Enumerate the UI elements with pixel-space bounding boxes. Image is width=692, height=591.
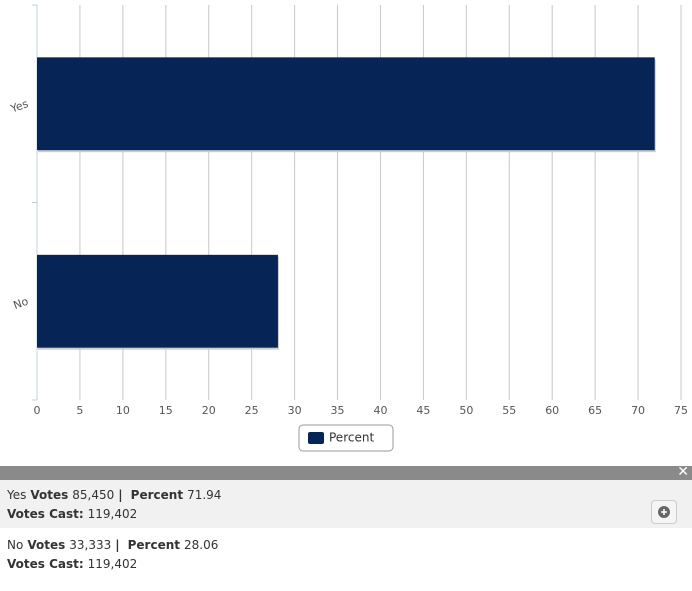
votes-cast-label: Votes Cast: (7, 557, 84, 571)
percent-label: Percent (127, 538, 181, 552)
y-tick-label: Yes (8, 97, 30, 116)
expand-button[interactable] (651, 500, 677, 524)
separator: | (118, 488, 123, 502)
separator: | (115, 538, 120, 552)
bar (37, 57, 655, 151)
x-tick-label: 25 (245, 404, 259, 417)
panel-header: ✕ (0, 464, 692, 480)
x-tick-label: 0 (34, 404, 41, 417)
x-tick-label: 75 (674, 404, 688, 417)
x-tick-label: 35 (331, 404, 345, 417)
x-tick-label: 65 (588, 404, 602, 417)
row-line: Votes Cast: 119,402 (7, 555, 685, 574)
votes-cast-label: Votes Cast: (7, 507, 84, 521)
x-tick-label: 20 (202, 404, 216, 417)
result-row: No Votes 33,333 | Percent 28.06 Votes Cast: 119… (0, 530, 692, 580)
x-tick-label: 10 (116, 404, 130, 417)
percent: 71.94 (187, 488, 222, 502)
votes-label: Votes (30, 488, 69, 502)
bar (37, 254, 278, 348)
y-tick-label: No (12, 295, 31, 312)
choice: Yes (7, 488, 27, 502)
results-rows: Yes Votes 85,450 | Percent 71.94 Votes Cast: 11… (0, 480, 692, 580)
x-tick-label: 5 (76, 404, 83, 417)
x-tick-label: 40 (373, 404, 387, 417)
plus-icon (658, 506, 670, 518)
percent: 28.06 (184, 538, 219, 552)
results-panel: ✕ Yes Votes 85,450 | Percent 71.94 Votes Cast:… (0, 464, 692, 591)
legend-swatch (308, 432, 324, 444)
x-tick-label: 15 (159, 404, 173, 417)
x-tick-label: 60 (545, 404, 559, 417)
votes-cast: 119,402 (87, 507, 138, 521)
x-tick-label: 70 (631, 404, 645, 417)
row-line: Yes Votes 85,450 | Percent 71.94 (7, 486, 685, 505)
x-tick-label: 55 (502, 404, 516, 417)
chart: 0 5 10 15 20 25 30 35 40 45 50 55 60 65 70 75 Yes No Perce… (8, 4, 688, 452)
legend-box (298, 424, 394, 452)
votes-cast: 119,402 (87, 557, 138, 571)
votes: 33,333 (69, 538, 112, 552)
row-line: Votes Cast: 119,402 (7, 505, 685, 524)
legend: Percent (298, 424, 394, 452)
x-tick-label: 45 (416, 404, 430, 417)
choice: No (7, 538, 24, 552)
percent-label: Percent (130, 488, 184, 502)
row-line: No Votes 33,333 | Percent 28.06 (7, 536, 685, 555)
result-row: Yes Votes 85,450 | Percent 71.94 Votes Cast: 11… (0, 480, 692, 530)
votes-label: Votes (27, 538, 66, 552)
votes: 85,450 (72, 488, 115, 502)
legend-label: Percent (329, 431, 374, 445)
x-tick-label: 30 (288, 404, 302, 417)
close-button[interactable]: ✕ (677, 464, 689, 480)
x-tick-label: 50 (459, 404, 473, 417)
